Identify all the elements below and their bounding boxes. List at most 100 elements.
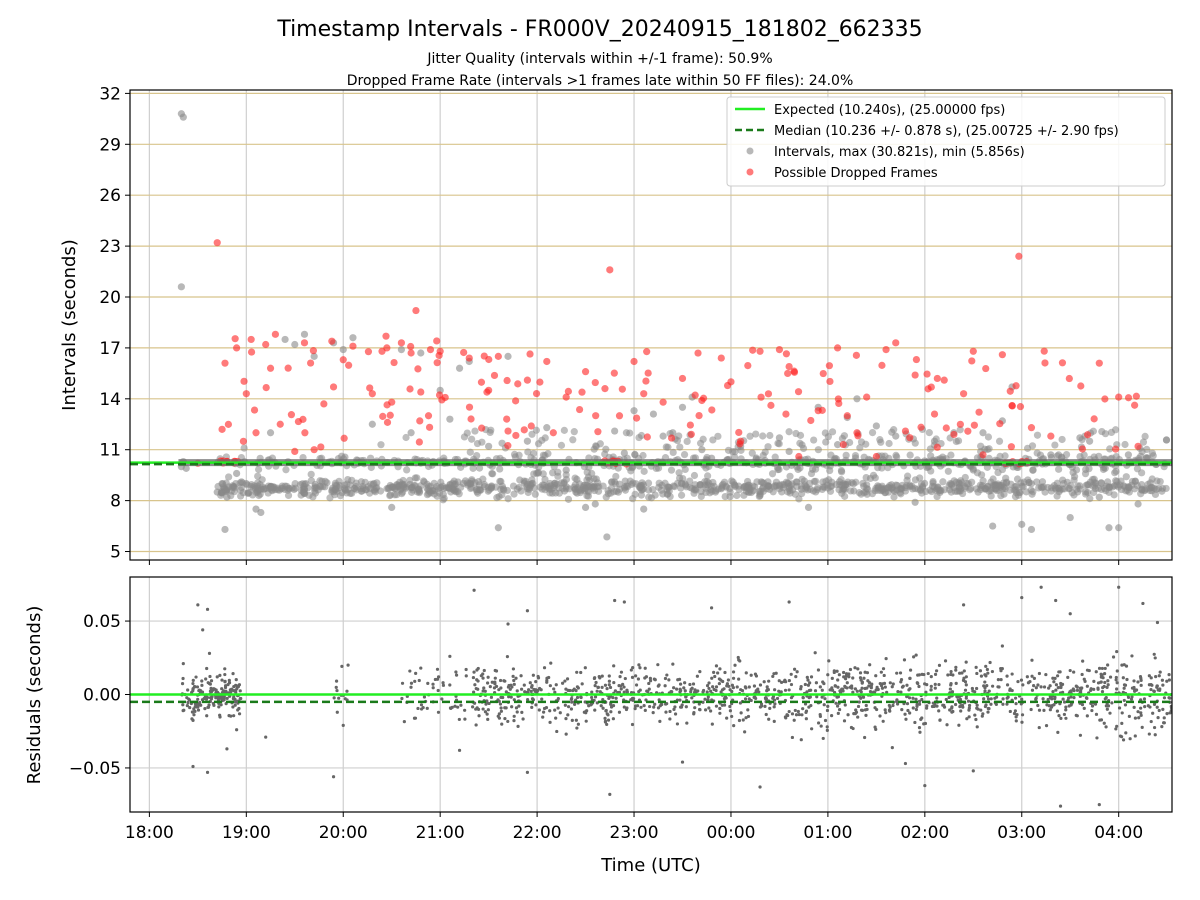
residual-point	[426, 681, 430, 685]
interval-point	[1086, 495, 1094, 503]
dropped-frame-point	[717, 354, 725, 362]
residual-point	[231, 672, 235, 676]
residual-point	[1114, 675, 1118, 680]
residual-point	[223, 685, 228, 690]
residual-point	[530, 705, 534, 709]
residual-point	[1052, 703, 1056, 707]
residual-point	[1036, 703, 1040, 708]
interval-point	[956, 426, 964, 434]
dropped-frame-point	[467, 415, 475, 423]
residual-point	[566, 705, 571, 709]
interval-point	[771, 453, 779, 461]
residual-point	[1063, 700, 1067, 704]
residual-point	[506, 622, 510, 626]
residual-point	[611, 704, 616, 708]
residual-point	[235, 728, 239, 732]
residual-point	[493, 682, 497, 686]
residual-point	[908, 711, 912, 715]
residual-point	[943, 659, 948, 663]
residual-point	[618, 675, 622, 679]
interval-point	[341, 485, 349, 493]
dropped-frame-point	[299, 415, 307, 423]
interval-point	[995, 486, 1003, 494]
dropped-frame-point	[240, 377, 248, 385]
residual-point	[180, 682, 185, 686]
dropped-frame-point	[218, 425, 226, 433]
dropped-frame-point	[727, 378, 735, 386]
residual-point	[767, 679, 771, 683]
residual-point	[605, 722, 609, 727]
dropped-frame-point	[382, 332, 390, 340]
residual-point	[633, 707, 637, 711]
residual-point	[534, 703, 538, 707]
residual-point	[987, 689, 991, 693]
interval-point	[388, 503, 396, 512]
dropped-frame-point	[417, 388, 425, 396]
residual-point	[1037, 708, 1042, 712]
interval-point	[544, 450, 552, 458]
dropped-frame-point	[383, 344, 391, 352]
residual-point	[863, 708, 868, 712]
interval-point	[228, 483, 236, 491]
residual-point	[630, 675, 635, 680]
dropped-frame-point	[231, 335, 239, 343]
interval-point	[1033, 449, 1041, 457]
residual-point	[198, 700, 202, 705]
residual-point	[929, 684, 933, 688]
interval-point	[1153, 477, 1161, 485]
residual-point	[862, 676, 866, 680]
dropped-frame-point	[425, 423, 434, 431]
residual-point	[697, 702, 701, 706]
residual-point	[975, 671, 979, 676]
dropped-frame-point	[536, 378, 544, 386]
residual-point	[574, 718, 578, 722]
interval-point	[589, 484, 597, 492]
dropped-frame-point	[310, 446, 318, 454]
residual-point	[1016, 679, 1020, 684]
dropped-frame-point	[388, 398, 396, 406]
residual-point	[593, 695, 598, 699]
residual-point	[799, 687, 803, 691]
residual-point	[454, 673, 459, 677]
residual-point	[603, 683, 608, 687]
residual-point	[934, 669, 939, 673]
residual-point	[487, 701, 491, 706]
x-axis-label: Time (UTC)	[600, 855, 701, 876]
residual-point	[1147, 683, 1151, 687]
residual-point	[851, 676, 855, 680]
residual-point	[772, 719, 776, 723]
residual-point	[1139, 678, 1143, 682]
interval-point	[1013, 475, 1022, 483]
residual-point	[205, 666, 209, 671]
residual-point	[1072, 689, 1076, 693]
residual-point	[842, 670, 846, 675]
residual-point	[867, 681, 872, 685]
dropped-frame-point	[807, 416, 815, 425]
residual-point	[457, 717, 461, 722]
residual-point	[604, 708, 608, 713]
interval-point	[620, 449, 628, 457]
residual-point	[741, 718, 745, 722]
residual-point	[935, 696, 939, 700]
residual-point	[808, 695, 812, 699]
residual-point	[830, 686, 834, 690]
residual-point	[967, 706, 971, 710]
residual-point	[643, 708, 647, 713]
interval-point	[417, 349, 425, 357]
residual-point	[639, 705, 643, 709]
residual-point	[836, 685, 840, 689]
residual-point	[887, 703, 891, 708]
residual-point	[800, 713, 804, 717]
residual-point	[335, 688, 339, 693]
interval-point	[659, 432, 667, 440]
interval-point	[1090, 488, 1098, 497]
residual-point	[658, 719, 662, 723]
residual-point	[194, 675, 198, 679]
residual-point	[703, 697, 707, 701]
interval-point	[621, 483, 629, 491]
interval-point	[1116, 481, 1124, 489]
interval-point	[237, 492, 245, 500]
residual-point	[1140, 725, 1144, 729]
dropped-frame-point	[485, 386, 493, 394]
residual-point	[194, 704, 198, 708]
